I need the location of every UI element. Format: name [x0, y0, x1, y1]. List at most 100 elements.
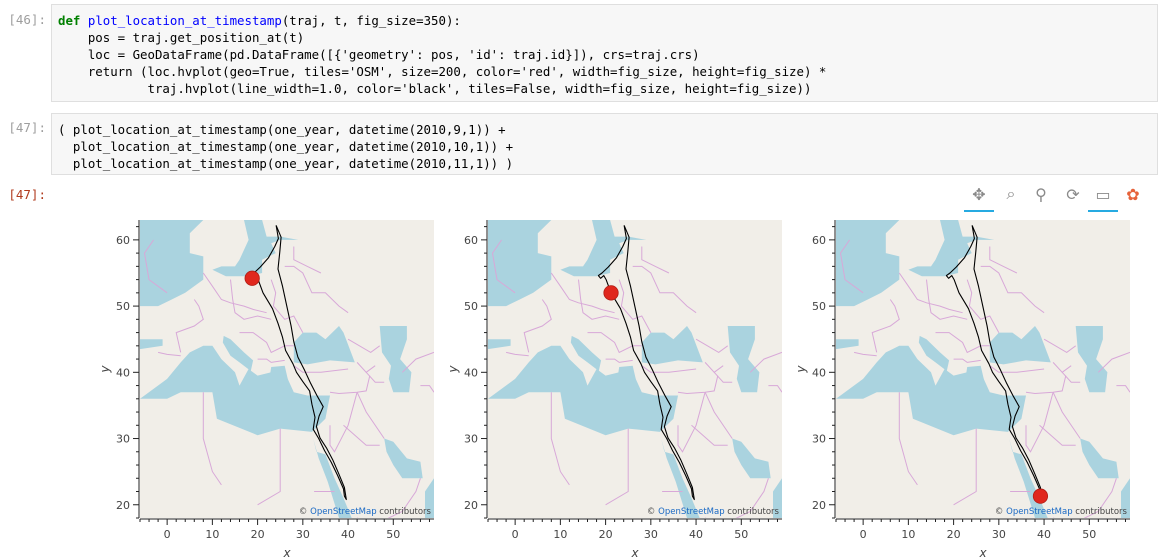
x-tick-label: 40	[689, 528, 703, 541]
code-text: (traj, t, fig_size=350):	[281, 13, 461, 28]
country-border	[523, 299, 552, 353]
country-border	[1025, 392, 1054, 453]
x-tick-label: 40	[341, 528, 355, 541]
y-tick-label: 20	[464, 499, 478, 512]
x-tick-label: 20	[251, 528, 265, 541]
country-border	[705, 478, 769, 518]
red-sea-water	[313, 438, 352, 518]
country-border	[953, 428, 977, 506]
country-border	[898, 272, 963, 314]
code-line: traj.hvplot(line_width=1.0, color='black…	[58, 81, 812, 96]
country-border	[1039, 424, 1076, 446]
arabian-sea-water	[1121, 478, 1130, 518]
arabian-sea-water	[425, 478, 434, 518]
y-tick-label: 50	[116, 300, 130, 313]
country-border	[347, 338, 380, 353]
map-attribution: © OpenStreetMap contributors	[995, 507, 1128, 517]
y-tick-label: 40	[116, 366, 130, 379]
country-border	[293, 246, 322, 274]
mediterranean-water	[836, 345, 1026, 436]
plot-panel-1[interactable]: © OpenStreetMap contributors 0 10 20 30 40 50 2…	[100, 216, 440, 560]
red-sea-water	[661, 438, 700, 518]
persian-gulf-water	[384, 438, 423, 479]
hover-icon[interactable]: ▭	[1088, 181, 1118, 212]
country-border	[257, 358, 285, 363]
country-border	[935, 332, 990, 354]
bokeh-logo-icon[interactable]: ✿	[1126, 184, 1140, 204]
biscay-water	[488, 339, 511, 350]
code-line: return (loc.hvplot(geo=True, tiles='OSM'…	[58, 64, 827, 79]
country-border	[401, 351, 434, 373]
position-marker[interactable]	[603, 285, 619, 301]
black-sea-water	[293, 326, 355, 365]
country-border	[966, 279, 1000, 333]
plot-panel-2[interactable]: © OpenStreetMap contributors 0 10 20 30 40 50 2…	[448, 216, 788, 560]
country-border	[641, 365, 697, 373]
position-marker[interactable]	[1032, 488, 1049, 504]
y-tick-label: 20	[116, 499, 130, 512]
position-marker[interactable]	[244, 270, 260, 286]
persian-gulf-water	[1080, 438, 1119, 479]
country-border	[695, 338, 728, 353]
input-prompt-46: [46]:	[8, 12, 46, 27]
country-border	[270, 279, 304, 333]
country-border	[356, 362, 376, 373]
country-border	[293, 365, 349, 373]
x-tick-label: 30	[296, 528, 310, 541]
adriatic-water	[570, 335, 602, 371]
adriatic-water	[222, 335, 254, 371]
aegean-water	[964, 365, 986, 393]
country-border	[1043, 338, 1076, 353]
country-border	[550, 272, 615, 314]
map-tiles	[140, 220, 434, 518]
caspian-water	[379, 326, 412, 393]
country-border	[898, 392, 918, 486]
plot-panel-3[interactable]: © OpenStreetMap contributors 0 10 20 30 40 50 2…	[796, 216, 1136, 560]
country-border	[587, 332, 642, 354]
y-tick-label: 60	[812, 234, 826, 247]
country-border	[550, 392, 570, 486]
map-attribution: © OpenStreetMap contributors	[647, 507, 780, 517]
openstreetmap-link[interactable]: OpenStreetMap	[1006, 507, 1072, 517]
y-tick-label: 30	[116, 433, 130, 446]
mediterranean-water	[140, 345, 330, 436]
y-tick-label: 40	[464, 366, 478, 379]
country-border	[989, 365, 1045, 373]
reset-icon[interactable]: ⟳	[1066, 184, 1080, 204]
x-tick-label: 10	[553, 528, 567, 541]
country-border	[202, 272, 267, 314]
code-line: def plot_location_at_timestamp(traj, t, …	[58, 13, 461, 28]
x-tick-label: 10	[205, 528, 219, 541]
openstreetmap-link[interactable]: OpenStreetMap	[658, 507, 724, 517]
code-cell-46[interactable]: def plot_location_at_timestamp(traj, t, …	[51, 4, 1158, 102]
trajectory-line[interactable]	[597, 225, 695, 501]
persian-gulf-water	[732, 438, 771, 479]
code-cell-47[interactable]: ( plot_location_at_timestamp(one_year, d…	[51, 113, 1158, 175]
country-border	[175, 299, 204, 353]
caspian-water	[727, 326, 760, 393]
x-tick-label: 10	[901, 528, 915, 541]
y-tick-label: 60	[116, 234, 130, 247]
country-border	[1061, 371, 1081, 383]
y-axis-label: y	[448, 365, 460, 374]
country-border	[605, 428, 629, 506]
country-border	[1097, 351, 1130, 373]
country-border	[420, 385, 434, 393]
country-border	[230, 279, 272, 320]
country-border	[989, 246, 1018, 274]
wheel-zoom-icon[interactable]: ⚲	[1035, 184, 1047, 204]
adriatic-water	[918, 335, 950, 371]
openstreetmap-link[interactable]: OpenStreetMap	[310, 507, 376, 517]
country-border	[284, 265, 349, 314]
caspian-water	[1075, 326, 1108, 393]
trajectory-line[interactable]	[945, 225, 1043, 501]
aegean-water	[616, 365, 638, 393]
box-zoom-icon[interactable]: ⌕	[1006, 184, 1016, 203]
x-axis-label: x	[630, 546, 639, 560]
axes: 0 10 20 30 40 50 20 30 40 50 60	[464, 220, 782, 541]
x-tick-label: 50	[386, 528, 400, 541]
country-border	[704, 362, 724, 373]
pan-icon[interactable]: ✥	[964, 181, 994, 212]
country-border	[704, 391, 733, 439]
country-border	[357, 478, 421, 518]
